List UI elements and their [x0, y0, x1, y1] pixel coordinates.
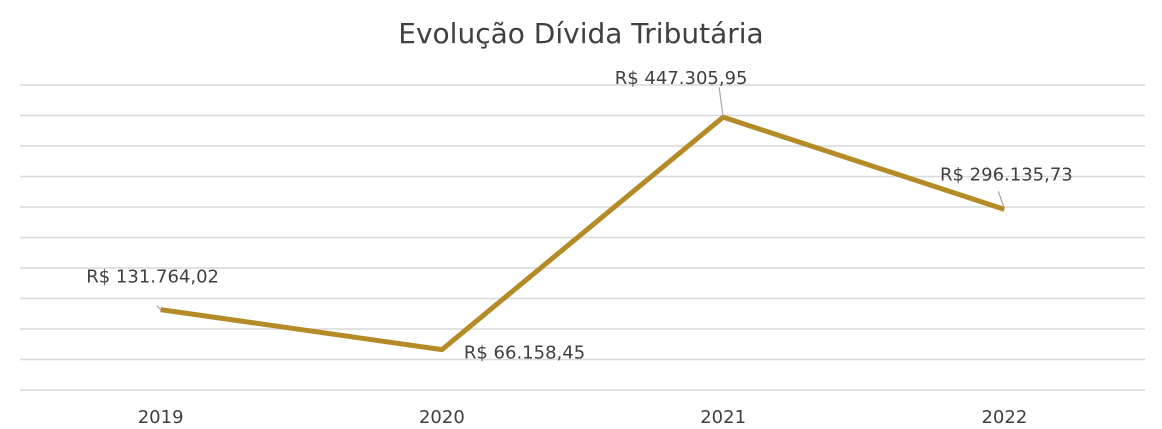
x-tick-label: 2021	[700, 407, 746, 428]
data-label: R$ 447.305,95	[615, 68, 748, 89]
x-tick-label: 2020	[419, 407, 465, 428]
leader-line	[997, 191, 1005, 210]
data-label: R$ 66.158,45	[464, 343, 585, 364]
series-line	[160, 114, 1006, 353]
leader-line	[156, 305, 162, 311]
x-tick-label: 2022	[981, 407, 1027, 428]
leader-line	[718, 87, 724, 118]
data-label: R$ 296.135,73	[940, 164, 1073, 185]
chart-title: Evolução Dívida Tributária	[398, 17, 763, 50]
data-label: R$ 131.764,02	[86, 267, 219, 288]
x-tick-label: 2019	[138, 407, 184, 428]
